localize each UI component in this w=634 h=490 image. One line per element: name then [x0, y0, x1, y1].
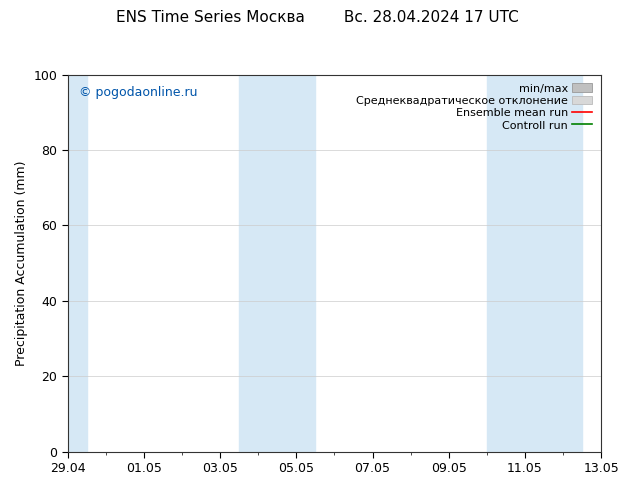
Y-axis label: Precipitation Accumulation (mm): Precipitation Accumulation (mm)	[15, 160, 28, 366]
Bar	[487, 74, 582, 452]
Bar	[239, 74, 316, 452]
Legend: min/max, Среднеквадратическое отклонение, Ensemble mean run, Controll run: min/max, Среднеквадратическое отклонение…	[353, 80, 595, 134]
Bar	[49, 74, 87, 452]
Text: © pogodaonline.ru: © pogodaonline.ru	[79, 86, 197, 99]
Text: ENS Time Series Москва        Вс. 28.04.2024 17 UTC: ENS Time Series Москва Вс. 28.04.2024 17…	[115, 10, 519, 25]
